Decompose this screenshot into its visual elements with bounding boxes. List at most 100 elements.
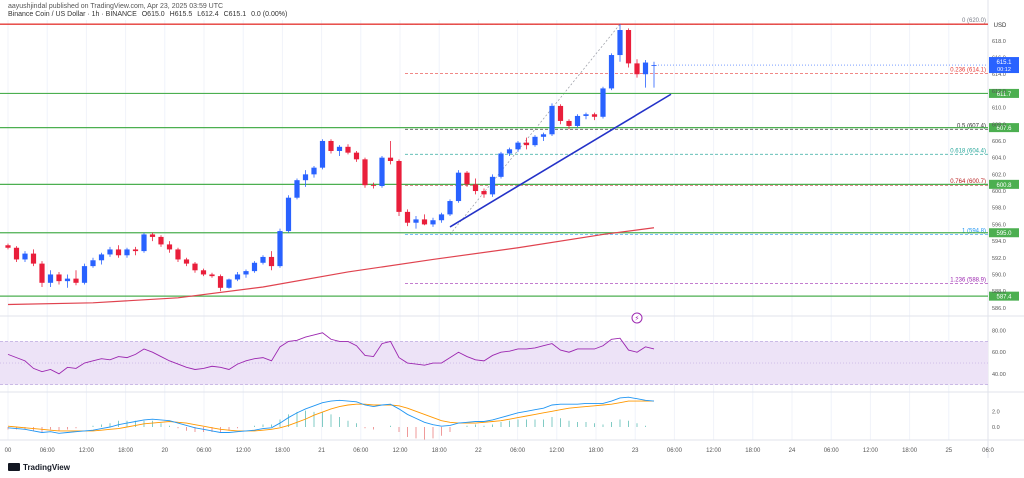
price-tick-label: 600.0 [992, 189, 1006, 195]
symbol-info: Binance Coin / US Dollar · 1h · BINANCE … [8, 11, 290, 18]
price-tick-label: 608.0 [992, 122, 1006, 128]
support-price-label: 600.8 [996, 183, 1012, 189]
candle-body [379, 157, 385, 187]
candle-body [90, 260, 96, 267]
candle-body [158, 236, 164, 245]
candle-body [651, 65, 657, 66]
time-tick-label: 06:00 [196, 448, 212, 454]
candle-body [362, 159, 368, 186]
time-tick-label: 12:00 [863, 448, 879, 454]
candle-body [370, 185, 377, 187]
price-tick-label: 602.0 [992, 172, 1006, 178]
macd-line [7, 396, 655, 434]
bar-countdown-label: 00:12 [997, 67, 1011, 73]
macd-signal-line [7, 400, 654, 432]
candle-body [566, 120, 572, 126]
support-price-tag [989, 291, 1019, 301]
fib-level-label: 0 (620.0) [962, 18, 986, 24]
candle-body [489, 176, 496, 195]
candle-body [294, 180, 300, 198]
candle-body [98, 254, 105, 261]
ohlc-high: H615.5 [169, 11, 193, 18]
price-tick-label: 618.0 [992, 39, 1006, 45]
candle-body [47, 274, 54, 283]
fib-level-label: 0.5 (607.4) [957, 123, 986, 129]
rsi-tick-label: 40.00 [992, 372, 1006, 378]
candle-body [404, 211, 411, 223]
time-tick-label: 06:00 [667, 448, 683, 454]
support-price-tag [989, 123, 1019, 133]
ohlc-low: L612.4 [197, 11, 219, 18]
candle-body [336, 146, 343, 151]
candle-body [175, 249, 181, 260]
candle-body [600, 88, 606, 117]
time-tick-label: 18:00 [745, 448, 761, 454]
candle-body [625, 30, 632, 64]
candle-body [268, 256, 275, 267]
support-price-label: 611.7 [997, 92, 1012, 98]
candle-body [617, 30, 623, 56]
rsi-tick-label: 60.00 [992, 350, 1006, 356]
fib-trend-connector [449, 23, 621, 235]
candle-body [260, 256, 266, 263]
ohlc-close: C615.1 [223, 11, 247, 18]
time-tick-label: 21 [318, 448, 325, 454]
candle-body [506, 149, 513, 154]
time-tick-label: 22 [475, 448, 482, 454]
price-tick-label: 610.0 [992, 106, 1006, 112]
price-tick-label: 588.0 [992, 289, 1006, 295]
time-tick-label: 18:00 [588, 448, 604, 454]
candle-body [515, 142, 521, 150]
tradingview-logo: TradingView [8, 463, 70, 472]
price-tick-label: 586.0 [992, 306, 1006, 312]
price-tick-label: 592.0 [992, 256, 1006, 262]
currency-label: USD [994, 23, 1007, 29]
support-price-tag [989, 88, 1019, 98]
time-tick-label: 12:00 [236, 448, 252, 454]
support-price-tag [989, 179, 1019, 189]
time-tick-label: 06:00 [40, 448, 56, 454]
current-price-label: 615.1 [996, 60, 1012, 66]
candle-body [455, 172, 462, 202]
lightning-icon: ⚡ [635, 315, 640, 323]
time-tick-label: 06:00 [510, 448, 526, 454]
price-tick-label: 606.0 [992, 139, 1006, 145]
candle-body [574, 115, 581, 126]
candle-body [498, 153, 504, 177]
ohlc-open: O615.0 [141, 11, 165, 18]
candle-body [302, 174, 309, 181]
candle-body [277, 231, 283, 267]
ohlc-change: 0.0 (0.00%) [251, 11, 288, 18]
candle-body [115, 249, 122, 256]
fib-level-label: 0.764 (600.7) [950, 179, 986, 185]
publish-credit: aayushjindal published on TradingView.co… [8, 3, 224, 10]
time-tick-label: 12:00 [392, 448, 408, 454]
candle-body [149, 234, 156, 237]
event-marker-icon [631, 312, 643, 324]
fib-level-label: 0.236 (614.1) [950, 67, 986, 73]
candle-body [56, 274, 62, 282]
rsi-line [7, 332, 655, 375]
candle-body [13, 247, 20, 260]
candle-body [472, 184, 479, 192]
price-tick-label: 614.0 [992, 72, 1006, 78]
candle-body [81, 266, 88, 283]
support-price-label: 587.4 [996, 295, 1012, 301]
time-tick-label: 06:00 [824, 448, 840, 454]
candle-body [5, 245, 11, 248]
candle-body [540, 134, 547, 137]
candle-body [421, 219, 428, 225]
symbol-name[interactable]: Binance Coin / US Dollar · 1h · BINANCE [8, 11, 137, 18]
candle-body [464, 172, 470, 185]
time-tick-label: 06:0 [982, 448, 994, 454]
price-tick-label: 594.0 [992, 239, 1006, 245]
candle-body [311, 167, 317, 175]
rsi-band [0, 341, 988, 385]
candle-body [209, 274, 215, 277]
candle-body [107, 249, 113, 255]
price-tick-label: 590.0 [992, 272, 1006, 278]
candle-body [481, 191, 487, 195]
candle-body [183, 259, 190, 264]
candle-body [413, 219, 419, 223]
